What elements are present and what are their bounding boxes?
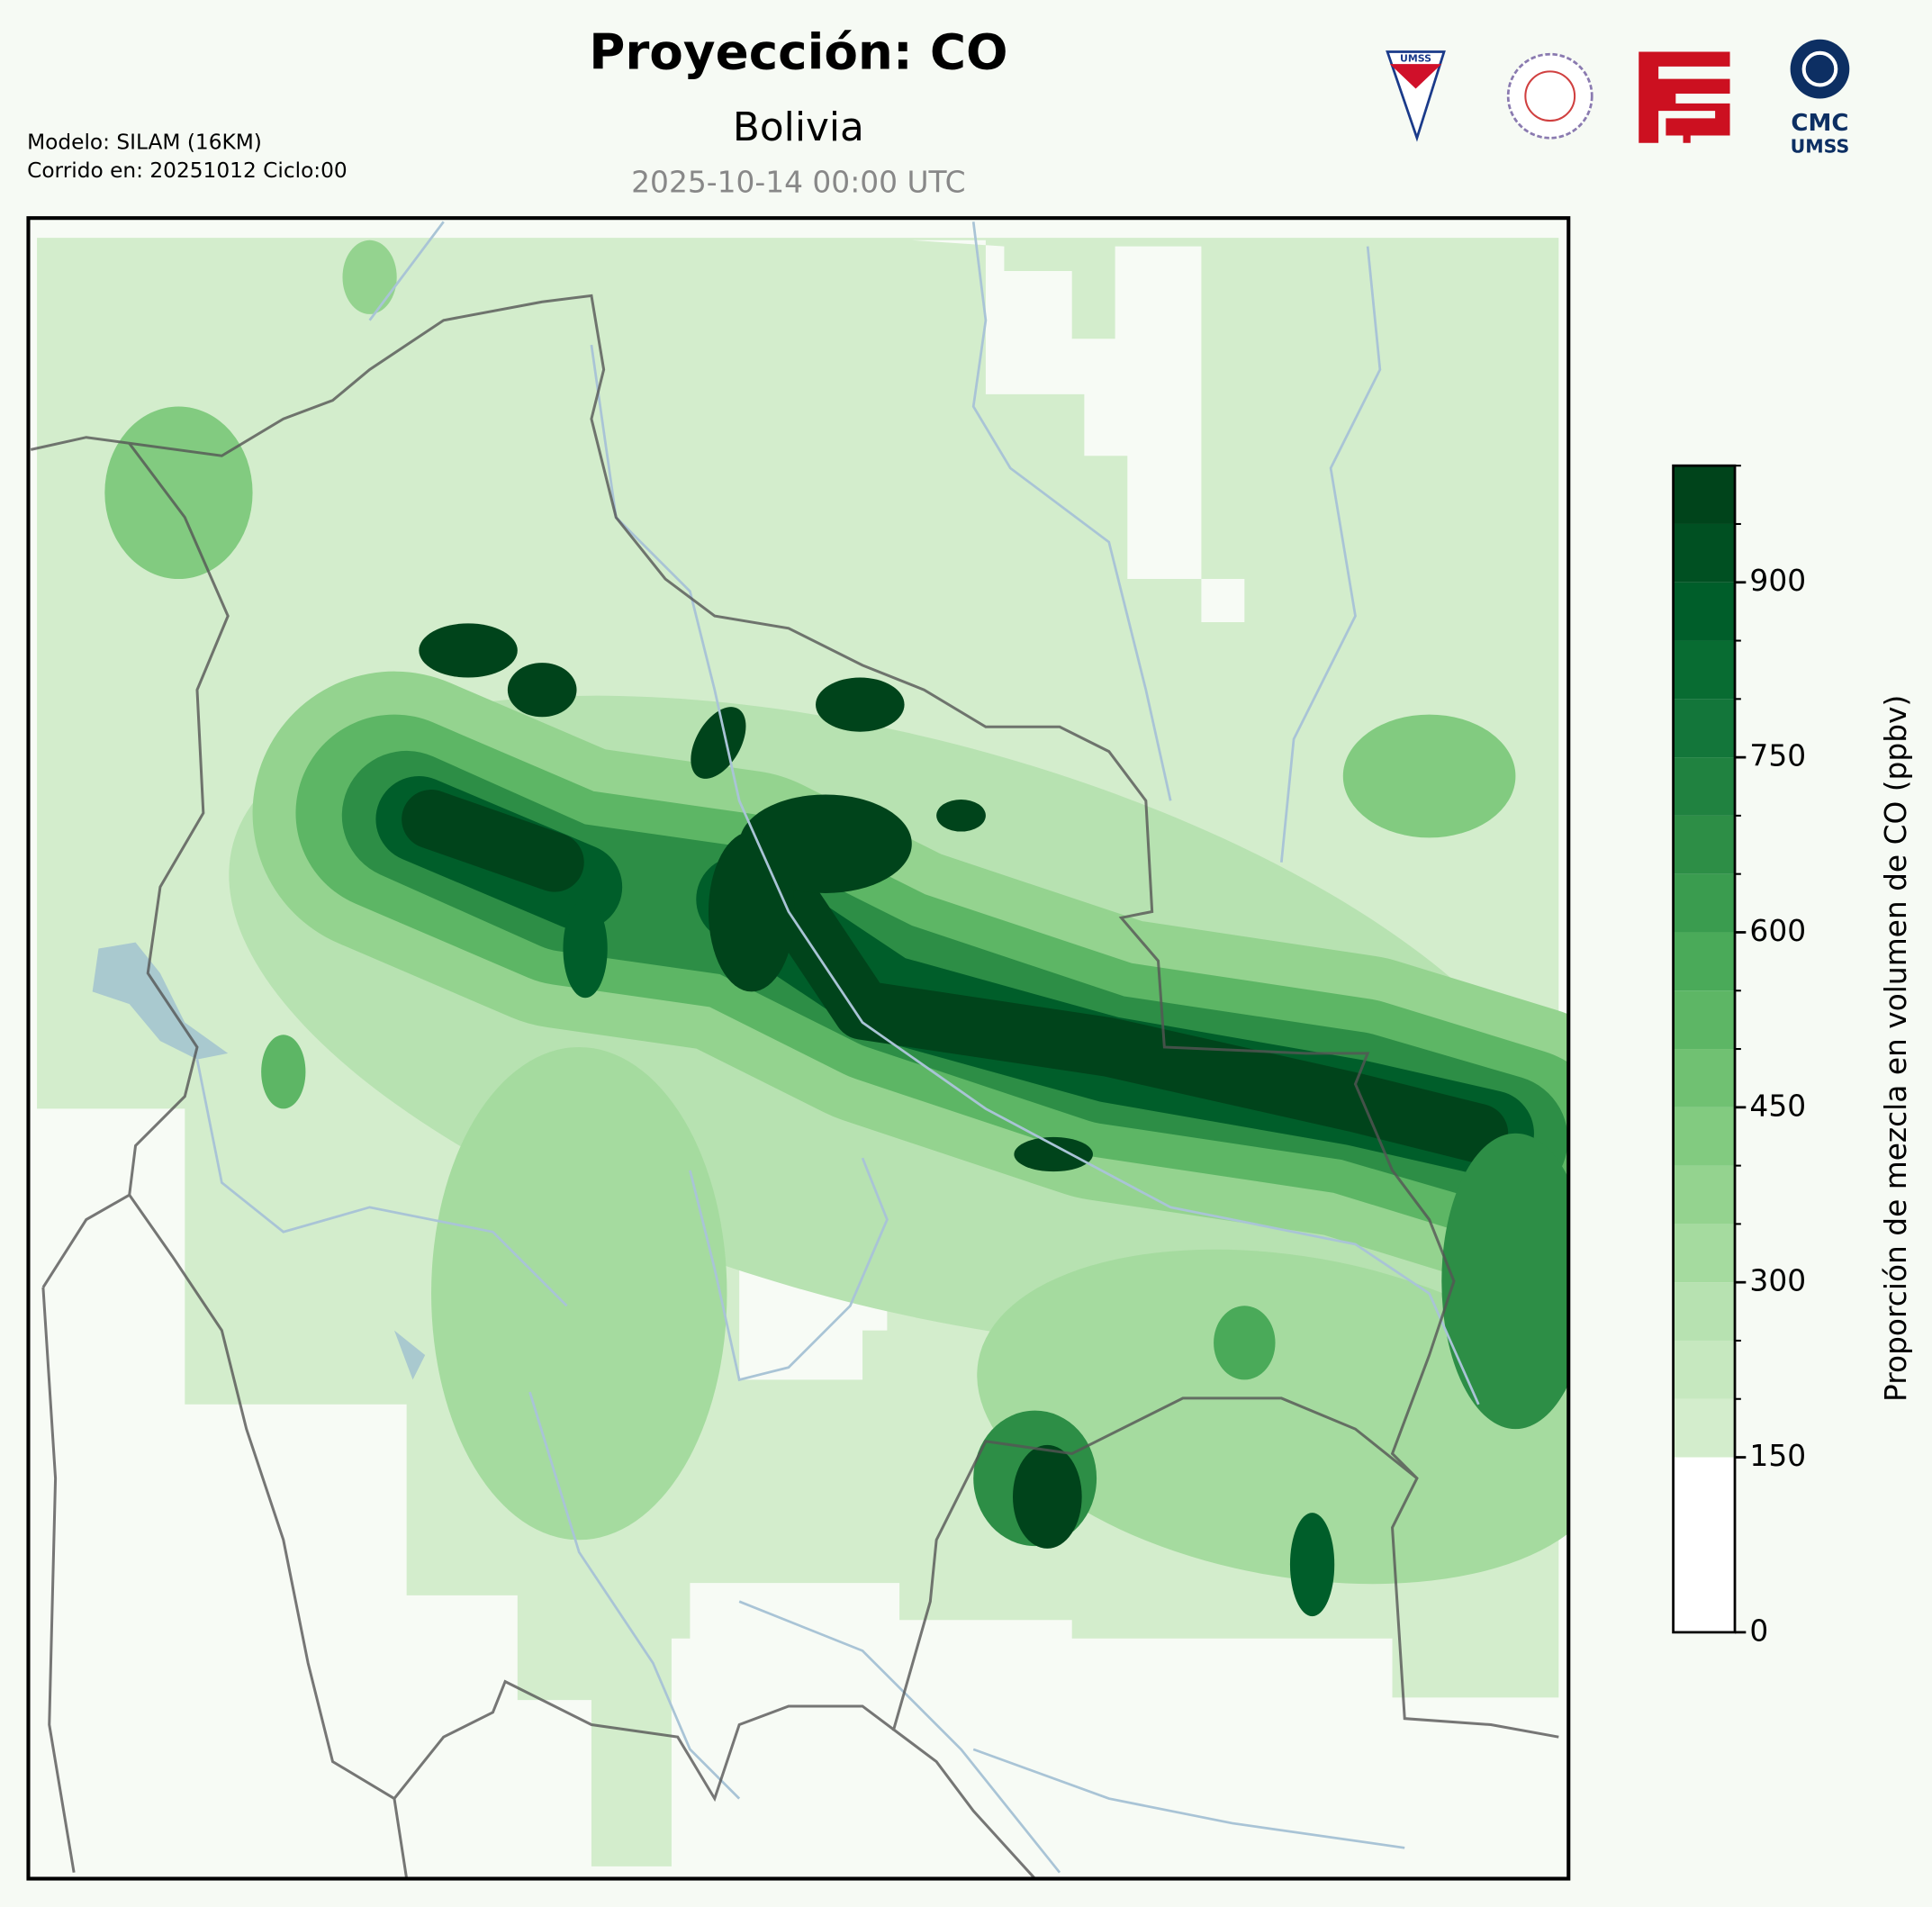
- colorbar-band: [1673, 640, 1736, 700]
- physics-logo-inner: [1524, 70, 1576, 122]
- colorbar-band: [1673, 1107, 1736, 1166]
- lake-titicaca: [92, 942, 229, 1060]
- cmc-logo-sub: UMSS: [1791, 136, 1850, 158]
- colorbar-band: [1673, 1340, 1736, 1399]
- colorbar-band: [1673, 990, 1736, 1050]
- co-field-mid: [104, 406, 253, 580]
- cmc-logo: [1790, 39, 1850, 99]
- colorbar: 0 150 300 450 600 750 900: [1672, 464, 1806, 1648]
- colorbar-band: [1673, 523, 1736, 583]
- river: [368, 221, 445, 321]
- river: [972, 1748, 1405, 1849]
- borders: [30, 294, 1559, 1879]
- river: [528, 1391, 741, 1800]
- river: [971, 221, 1172, 801]
- hotspot: [1441, 1133, 1569, 1430]
- colorbar-band: [1673, 582, 1736, 641]
- colorbar-tick-label: 900: [1749, 564, 1806, 598]
- fcyt-logo: [1639, 51, 1730, 143]
- colorbar-band: [1673, 932, 1736, 991]
- co-field-mid: [431, 1046, 727, 1541]
- hotspot: [1013, 1444, 1082, 1549]
- hotspot: [1214, 1306, 1276, 1380]
- colorbar-band: [1673, 1049, 1736, 1107]
- border: [891, 1396, 1559, 1739]
- river: [689, 1157, 889, 1382]
- colorbar-tick-label: 150: [1749, 1439, 1806, 1473]
- hotspot: [1014, 1136, 1093, 1172]
- hotspot: [708, 831, 795, 992]
- colorbar-band: [1673, 1457, 1736, 1632]
- plume-core: [402, 790, 1509, 1163]
- river: [1280, 246, 1382, 863]
- hotspot: [261, 1035, 306, 1109]
- colorbar-tick-label: 450: [1749, 1089, 1806, 1123]
- colorbar-tick-label: 600: [1749, 914, 1806, 948]
- colorbar-tick-label: 300: [1749, 1264, 1806, 1298]
- date: 2025-10-14 00:00 UTC: [631, 165, 965, 199]
- lake-poopo: [393, 1330, 426, 1380]
- cmc-logo-text: CMC: [1791, 110, 1848, 137]
- colorbar-tick-label: 0: [1749, 1613, 1768, 1648]
- subtitle: Bolivia: [733, 104, 864, 150]
- colorbar-frame: [1672, 464, 1737, 1634]
- colorbar-band: [1673, 815, 1736, 874]
- map: [28, 218, 1569, 1879]
- colorbar-band: [1673, 1224, 1736, 1283]
- map-frame: [26, 216, 1571, 1881]
- hotspot: [936, 799, 986, 832]
- cmc-logo-ring: [1801, 50, 1838, 87]
- hotspot: [1289, 1513, 1335, 1617]
- hotspot: [691, 707, 746, 779]
- co-field-clear: [911, 240, 1245, 622]
- border: [41, 1287, 76, 1873]
- hotspot: [419, 623, 518, 678]
- hotspot: [342, 240, 397, 314]
- colorbar-tick-label: 750: [1749, 739, 1806, 773]
- colorbar-band: [1673, 1282, 1736, 1341]
- colorbar-band: [1673, 465, 1736, 524]
- colorbar-band: [1673, 757, 1736, 816]
- colorbar-band: [1673, 1165, 1736, 1225]
- hotspot: [563, 899, 608, 999]
- model-info: Modelo: SILAM (16KM): [27, 131, 262, 155]
- river: [590, 344, 1480, 1405]
- co-field-mid: [1342, 714, 1516, 838]
- river: [195, 1059, 568, 1307]
- border: [30, 294, 1456, 1479]
- border: [393, 1679, 1036, 1879]
- physics-logo: [1506, 52, 1593, 140]
- rivers: [195, 221, 1480, 1874]
- umss-logo-red: [1389, 64, 1442, 89]
- colorbar-band: [1673, 699, 1736, 758]
- colorbar-label: Proporción de mezcla en volumen de CO (p…: [1879, 695, 1913, 1402]
- logos: UMSS CMC UMSS: [1386, 39, 1850, 158]
- colorbar-band: [1673, 1398, 1736, 1458]
- hotspot: [816, 677, 905, 732]
- umss-logo-text: UMSS: [1400, 52, 1431, 64]
- colorbar-band: [1673, 873, 1736, 933]
- border: [128, 1194, 409, 1879]
- run-info: Corrido en: 20251012 Ciclo:00: [27, 158, 348, 183]
- co-plume: [252, 671, 1569, 1288]
- river: [738, 1600, 1061, 1874]
- hotspot: [507, 663, 577, 718]
- title: Proyección: CO: [589, 23, 1007, 81]
